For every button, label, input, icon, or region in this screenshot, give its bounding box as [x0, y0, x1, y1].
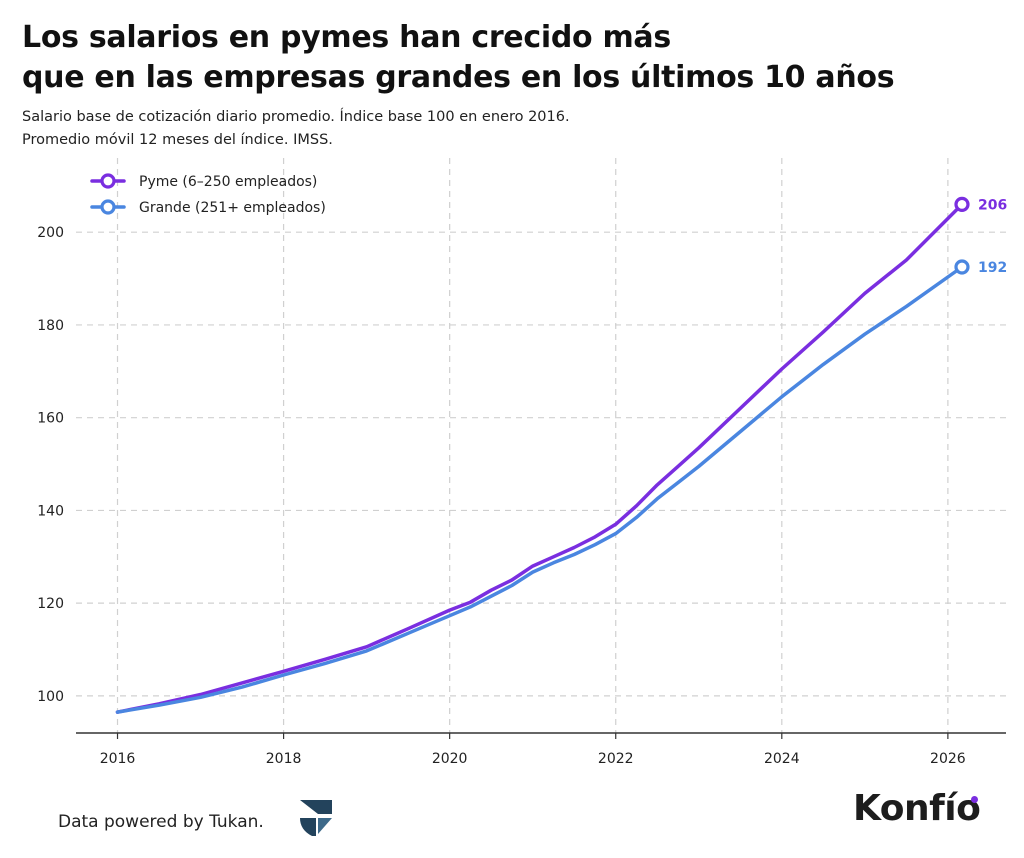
legend-label: Pyme (6–250 empleados)	[139, 174, 317, 190]
x-tick-label: 2020	[432, 751, 468, 767]
series-line-pyme	[115, 202, 964, 714]
end-labels: 206 192	[978, 197, 1007, 276]
series-end-label: 206	[978, 197, 1007, 213]
x-tick-label: 2022	[598, 751, 634, 767]
y-tick-label: 140	[37, 503, 64, 519]
tukan-logo-icon	[300, 800, 332, 836]
x-tick-label: 2016	[100, 751, 136, 767]
y-tick-label: 200	[37, 225, 64, 241]
series-end-marker	[954, 259, 970, 275]
series-lines	[115, 196, 970, 714]
konfio-logo: Konfío	[853, 788, 981, 829]
chart-subtitle: Salario base de cotización diario promed…	[22, 106, 1002, 152]
axes: 2016 2018 2020 2022 2024 2026 100 120 140 160 180 2…	[37, 225, 1006, 767]
y-tick-label: 180	[37, 318, 64, 334]
x-tick-label: 2024	[764, 751, 800, 767]
konfio-dot-icon	[971, 796, 978, 803]
chart-subtitle-line2: Promedio móvil 12 meses del índice. IMSS…	[22, 132, 333, 148]
x-tick-label: 2026	[930, 751, 966, 767]
series-line-grande	[115, 265, 964, 714]
chart-title: Los salarios en pymes han crecido más qu…	[22, 18, 1002, 98]
legend: Pyme (6–250 empleados) Grande (251+ emple…	[90, 173, 326, 216]
chart-title-line1: Los salarios en pymes han crecido más	[22, 20, 671, 55]
x-tick-label: 2018	[266, 751, 302, 767]
series-end-label: 192	[978, 260, 1007, 276]
data-credit: Data powered by Tukan.	[58, 812, 264, 832]
y-tick-label: 120	[37, 596, 64, 612]
chart-title-line2: que en las empresas grandes en los últim…	[22, 60, 895, 95]
y-tick-label: 100	[37, 689, 64, 705]
chart-subtitle-line1: Salario base de cotización diario promed…	[22, 109, 570, 125]
series-end-marker	[954, 196, 970, 212]
grid	[76, 158, 1006, 733]
legend-marker	[100, 199, 116, 215]
legend-label: Grande (251+ empleados)	[139, 200, 326, 216]
y-tick-label: 160	[37, 411, 64, 427]
legend-marker	[100, 173, 116, 189]
